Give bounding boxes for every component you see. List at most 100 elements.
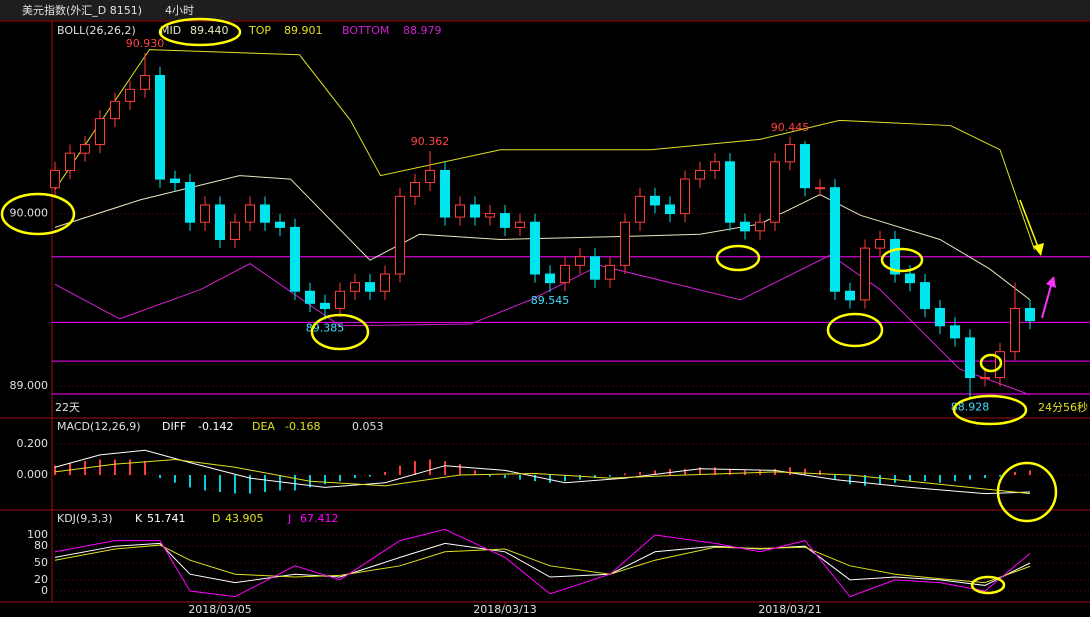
candle-body bbox=[620, 221, 630, 266]
candle-body bbox=[455, 204, 465, 218]
candle-body bbox=[560, 264, 570, 284]
legend-name: D bbox=[212, 512, 220, 525]
legend-name: BOTTOM bbox=[342, 24, 389, 37]
price-annotation: 90.362 bbox=[411, 135, 450, 148]
candle-body bbox=[80, 144, 90, 154]
legend-value: 43.905 bbox=[225, 512, 264, 525]
candle-body bbox=[320, 302, 330, 310]
candle-body bbox=[95, 118, 105, 146]
candle-body bbox=[980, 377, 990, 380]
y-tick-label: 0.000 bbox=[17, 468, 49, 481]
candle-body bbox=[410, 182, 420, 197]
candle-body bbox=[260, 204, 270, 223]
candle-body bbox=[425, 169, 435, 184]
candle-body bbox=[710, 161, 720, 171]
candle-body bbox=[305, 290, 315, 304]
candle-body bbox=[170, 178, 180, 184]
candle-body bbox=[695, 169, 705, 180]
legend-value: 88.979 bbox=[403, 24, 442, 37]
candle-body bbox=[185, 182, 195, 223]
candle-body bbox=[665, 204, 675, 215]
candle-body bbox=[995, 351, 1005, 379]
legend-value: 67.412 bbox=[300, 512, 339, 525]
period[interactable]: 4小时 bbox=[165, 4, 194, 17]
legend-value: 0.053 bbox=[352, 420, 384, 433]
candle-body bbox=[590, 256, 600, 280]
y-tick-label: 0 bbox=[41, 584, 48, 597]
legend-value: 89.440 bbox=[190, 24, 229, 37]
legend-title: MACD(12,26,9) bbox=[57, 420, 141, 433]
candle-body bbox=[215, 204, 225, 240]
x-tick-label: 2018/03/13 bbox=[473, 603, 536, 616]
candle-body bbox=[575, 256, 585, 266]
candle-body bbox=[650, 195, 660, 206]
price-annotation: 90.930 bbox=[126, 37, 165, 50]
legend-value: 89.901 bbox=[284, 24, 323, 37]
candle-body bbox=[500, 213, 510, 228]
candle-body bbox=[755, 221, 765, 232]
candle-body bbox=[485, 213, 495, 218]
legend-value: -0.168 bbox=[285, 420, 320, 433]
title-bar bbox=[0, 0, 1090, 20]
candle-body bbox=[1010, 308, 1020, 353]
candle-body bbox=[155, 75, 165, 180]
indicator-line bbox=[54, 49, 1035, 250]
candle-body bbox=[65, 152, 75, 171]
candle-body bbox=[290, 226, 300, 292]
candle-body bbox=[605, 264, 615, 280]
candle-body bbox=[680, 178, 690, 215]
candle-body bbox=[125, 88, 135, 102]
candle-body bbox=[965, 337, 975, 379]
candle-body bbox=[200, 204, 210, 223]
symbol[interactable]: 美元指数(外汇_D 8151) bbox=[22, 3, 142, 17]
countdown: 24分56秒 bbox=[1038, 400, 1088, 414]
candle-body bbox=[905, 273, 915, 284]
x-tick-label: 2018/03/21 bbox=[758, 603, 821, 616]
candle-body bbox=[395, 195, 405, 275]
candle-body bbox=[875, 238, 885, 249]
candle-body bbox=[1025, 308, 1035, 322]
legend-name: MID bbox=[160, 24, 181, 37]
y-tick-label: 50 bbox=[34, 556, 48, 569]
y-tick-label: 100 bbox=[27, 528, 48, 541]
price-annotation: 90.445 bbox=[771, 121, 810, 134]
legend-name: TOP bbox=[248, 24, 271, 37]
candle-body bbox=[635, 195, 645, 223]
price-annotation: 88.928 bbox=[951, 401, 990, 414]
legend-value: 51.741 bbox=[147, 512, 186, 525]
candle-body bbox=[845, 290, 855, 301]
candle-body bbox=[110, 100, 120, 120]
legend-name: DIFF bbox=[162, 420, 186, 433]
candle-body bbox=[815, 187, 825, 190]
legend-value: -0.142 bbox=[198, 420, 233, 433]
candle-body bbox=[365, 282, 375, 292]
candle-body bbox=[830, 187, 840, 292]
candle-body bbox=[275, 221, 285, 228]
candle-body bbox=[50, 169, 60, 189]
legend-title: KDJ(9,3,3) bbox=[57, 512, 113, 525]
indicator-line bbox=[54, 459, 1031, 495]
candle-body bbox=[530, 221, 540, 275]
candle-body bbox=[800, 144, 810, 189]
candle-body bbox=[380, 273, 390, 292]
y-tick-label: 89.000 bbox=[10, 379, 49, 392]
y-tick-label: 20 bbox=[34, 573, 48, 586]
candle-body bbox=[890, 238, 900, 275]
candle-body bbox=[335, 290, 345, 310]
y-tick-label: 80 bbox=[34, 539, 48, 552]
price-annotation: 89.385 bbox=[306, 322, 345, 335]
legend-name: DEA bbox=[252, 420, 275, 433]
y-tick-label: 90.000 bbox=[10, 207, 49, 220]
indicator-line bbox=[54, 449, 1031, 495]
y-tick-label: 0.200 bbox=[17, 437, 49, 450]
candle-body bbox=[545, 273, 555, 284]
candle-body bbox=[770, 161, 780, 223]
candle-body bbox=[920, 282, 930, 310]
candle-body bbox=[245, 204, 255, 223]
indicator-line bbox=[54, 528, 1031, 598]
candle-body bbox=[470, 204, 480, 218]
indicator-line bbox=[54, 542, 1031, 586]
candle-body bbox=[740, 221, 750, 232]
